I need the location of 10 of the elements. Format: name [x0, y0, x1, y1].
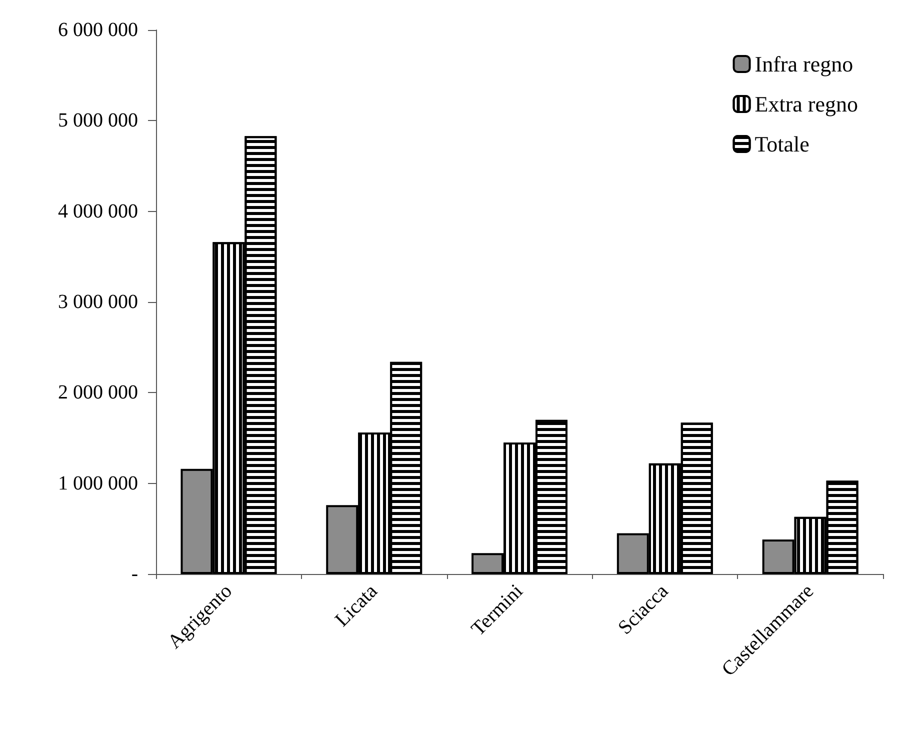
y-tick-label: 6 000 000	[58, 19, 138, 41]
legend-label: Totale	[754, 132, 810, 156]
y-tick-label: -	[131, 563, 138, 585]
y-tick-label: 1 000 000	[58, 472, 138, 494]
y-tick-label: 3 000 000	[58, 291, 138, 313]
y-tick-label: 4 000 000	[58, 200, 138, 222]
y-tick-label: 2 000 000	[58, 382, 138, 404]
legend-label: Extra regno	[754, 92, 858, 116]
y-tick-label: 5 000 000	[58, 110, 138, 132]
legend-label: Infra regno	[754, 52, 854, 76]
